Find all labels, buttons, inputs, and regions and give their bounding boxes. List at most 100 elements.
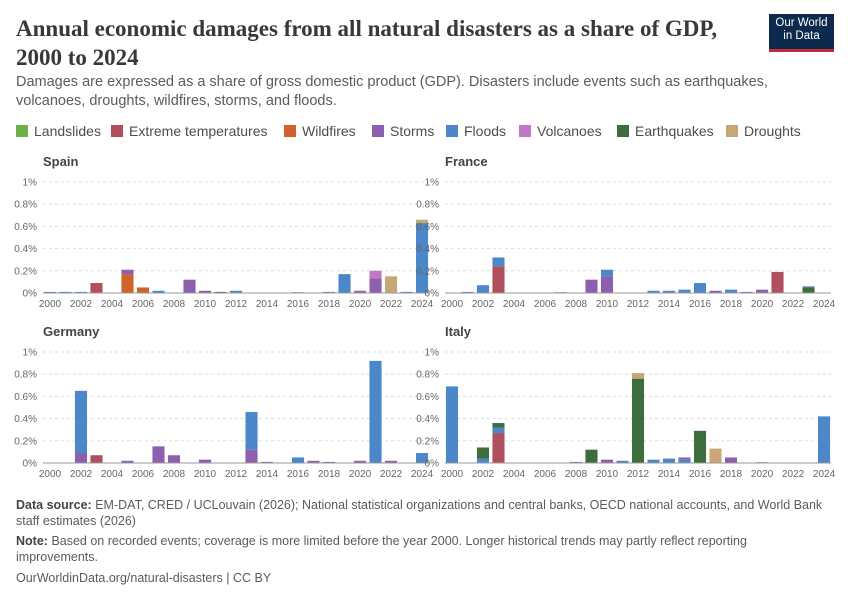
bar-segment	[90, 455, 102, 463]
x-tick-label: 2024	[813, 299, 836, 310]
x-tick-label: 2006	[534, 299, 557, 310]
panel-title: Italy	[445, 324, 472, 339]
y-tick-label: 0%	[23, 459, 38, 470]
x-tick-label: 2018	[720, 299, 743, 310]
source-text: EM-DAT, CRED / UCLouvain (2026); Nationa…	[16, 498, 822, 528]
bar-segment	[75, 391, 87, 453]
y-tick-label: 0%	[23, 289, 38, 300]
x-tick-label: 2012	[627, 469, 650, 480]
y-tick-label: 0.4%	[14, 244, 37, 255]
y-tick-label: 0.4%	[416, 414, 439, 425]
x-tick-label: 2018	[318, 299, 341, 310]
x-tick-label: 2002	[472, 469, 495, 480]
source-note: Data source: EM-DAT, CRED / UCLouvain (2…	[16, 497, 826, 529]
x-tick-label: 2024	[411, 469, 434, 480]
bar-segment	[771, 272, 783, 293]
y-tick-label: 0%	[425, 459, 440, 470]
x-tick-label: 2000	[39, 469, 62, 480]
panel-title: Germany	[43, 324, 100, 339]
bar-segment	[802, 286, 814, 287]
bar-segment	[416, 223, 428, 293]
x-tick-label: 2020	[751, 299, 774, 310]
x-tick-label: 2014	[256, 299, 279, 310]
x-tick-label: 2024	[813, 469, 836, 480]
x-tick-label: 2002	[70, 469, 93, 480]
bar-segment	[492, 433, 504, 463]
bar-segment	[632, 379, 644, 463]
panel-title: Spain	[43, 154, 78, 169]
bar-segment	[601, 270, 613, 277]
x-tick-label: 2002	[70, 299, 93, 310]
bar-segment	[292, 457, 304, 463]
source-label: Data source:	[16, 498, 92, 512]
x-tick-label: 2008	[163, 469, 186, 480]
bar-segment	[492, 266, 504, 293]
x-tick-label: 2020	[349, 299, 372, 310]
bar-segment	[663, 459, 675, 463]
y-tick-label: 0.8%	[14, 200, 37, 211]
x-tick-label: 2018	[720, 469, 743, 480]
y-tick-label: 0.2%	[14, 266, 37, 277]
y-tick-label: 1%	[23, 348, 38, 359]
x-tick-label: 2004	[503, 469, 526, 480]
bar-segment	[601, 276, 613, 293]
bar-segment	[492, 257, 504, 266]
bar-segment	[152, 446, 164, 463]
y-tick-label: 0.6%	[14, 222, 37, 233]
bar-segment	[492, 427, 504, 433]
x-tick-label: 2000	[441, 299, 464, 310]
y-tick-label: 0.6%	[416, 222, 439, 233]
y-tick-label: 0.6%	[416, 392, 439, 403]
x-tick-label: 2016	[689, 299, 712, 310]
bar-segment	[245, 450, 257, 463]
x-tick-label: 2022	[782, 469, 805, 480]
x-tick-label: 2006	[132, 469, 155, 480]
x-tick-label: 2010	[194, 299, 217, 310]
x-tick-label: 2016	[287, 299, 310, 310]
bar-segment	[137, 287, 149, 293]
bar-segment	[385, 276, 397, 293]
x-tick-label: 2008	[163, 299, 186, 310]
bar-segment	[477, 459, 489, 463]
footer-link[interactable]: OurWorldinData.org/natural-disasters | C…	[16, 571, 271, 585]
x-tick-label: 2022	[380, 299, 403, 310]
x-tick-label: 2000	[39, 299, 62, 310]
bar-segment	[369, 279, 381, 293]
x-tick-label: 2008	[565, 469, 588, 480]
x-tick-label: 2016	[287, 469, 310, 480]
y-tick-label: 0%	[425, 289, 440, 300]
y-tick-label: 0.8%	[416, 200, 439, 211]
note-text: Based on recorded events; coverage is mo…	[16, 534, 747, 564]
x-tick-label: 2012	[225, 469, 248, 480]
x-tick-label: 2006	[132, 299, 155, 310]
x-tick-label: 2024	[411, 299, 434, 310]
y-tick-label: 0.2%	[416, 266, 439, 277]
bar-segment	[369, 361, 381, 463]
y-tick-label: 0.8%	[14, 370, 37, 381]
bar-segment	[338, 274, 350, 293]
x-tick-label: 2016	[689, 469, 712, 480]
y-tick-label: 0.2%	[14, 436, 37, 447]
bar-segment	[632, 373, 644, 379]
footer-url[interactable]: OurWorldinData.org/natural-disasters | C…	[16, 570, 826, 586]
bar-segment	[183, 280, 195, 293]
x-tick-label: 2002	[472, 299, 495, 310]
bar-segment	[477, 285, 489, 293]
bar-segment	[802, 287, 814, 293]
bar-segment	[446, 386, 458, 463]
bar-segment	[709, 449, 721, 463]
x-tick-label: 2010	[596, 469, 619, 480]
bar-segment	[585, 450, 597, 463]
x-tick-label: 2018	[318, 469, 341, 480]
bar-segment	[492, 423, 504, 427]
x-tick-label: 2004	[503, 299, 526, 310]
x-tick-label: 2010	[596, 299, 619, 310]
bar-segment	[694, 431, 706, 463]
bar-segment	[121, 274, 133, 293]
bar-segment	[678, 457, 690, 459]
x-tick-label: 2020	[751, 469, 774, 480]
bar-segment	[477, 447, 489, 458]
x-tick-label: 2020	[349, 469, 372, 480]
x-tick-label: 2022	[380, 469, 403, 480]
bar-segment	[694, 283, 706, 293]
